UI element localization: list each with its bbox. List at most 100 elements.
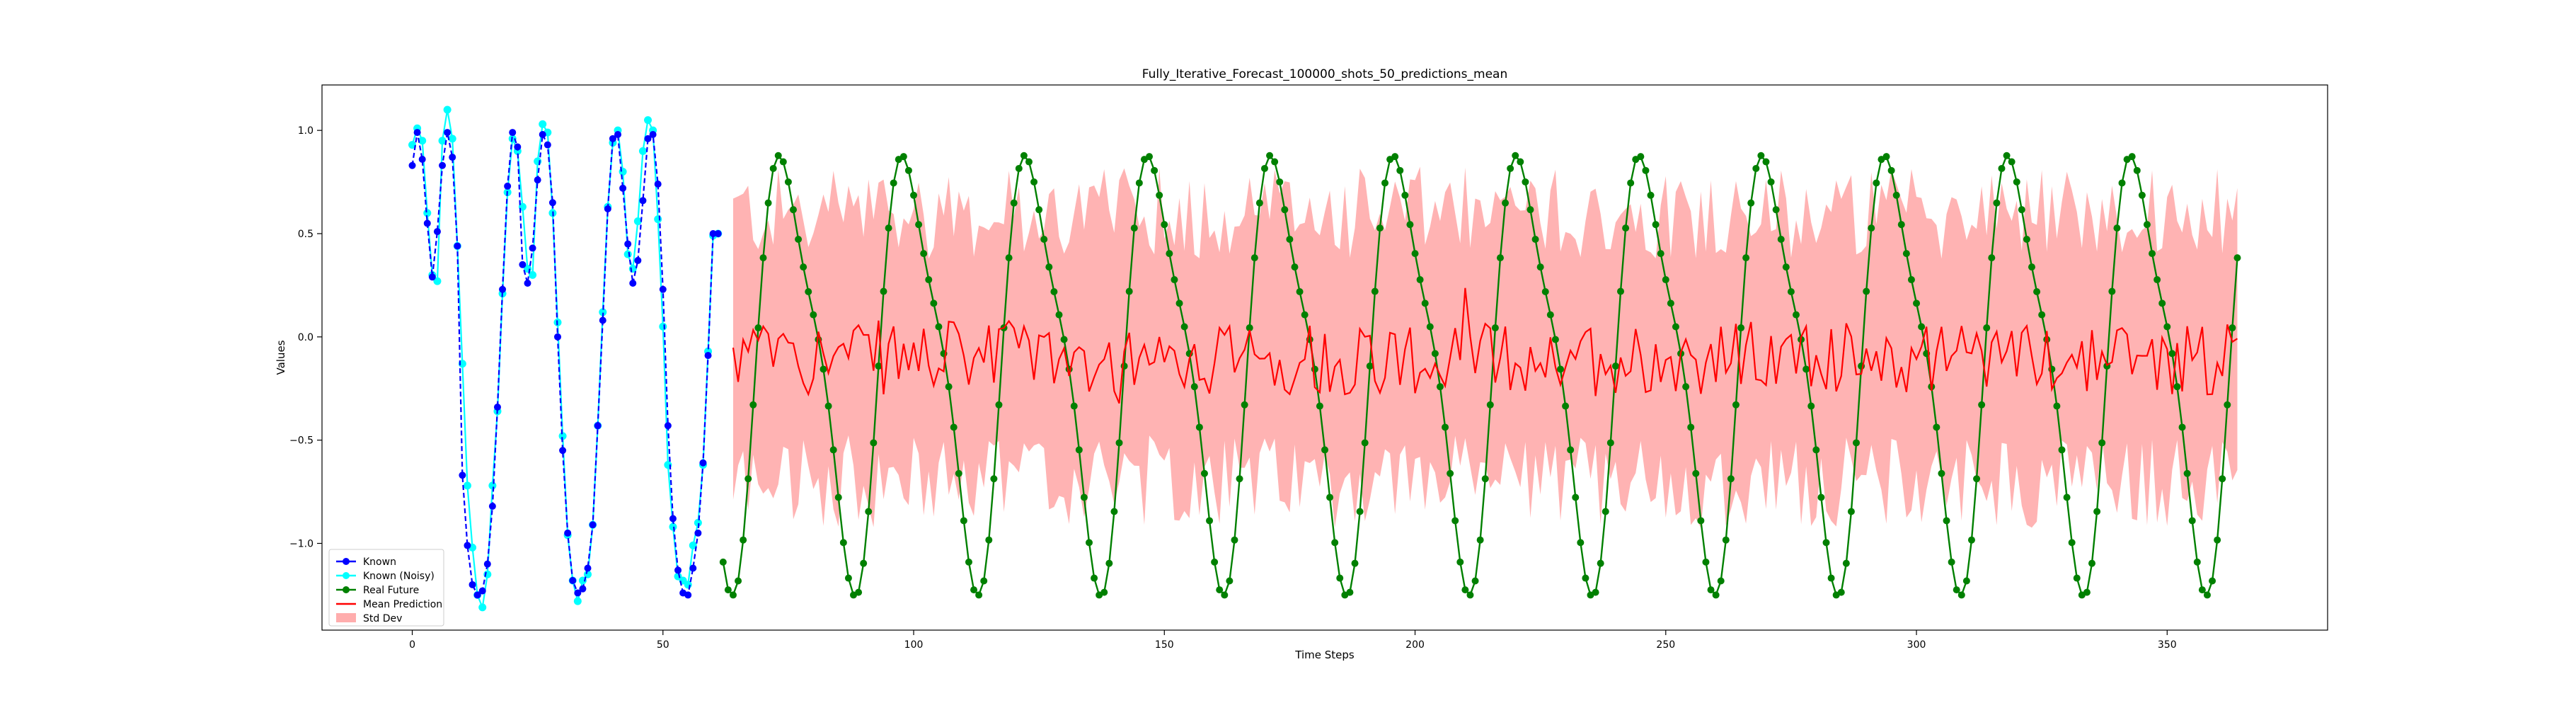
real-future-point	[1767, 178, 1775, 185]
real-future-point	[1707, 586, 1715, 594]
known-point	[604, 205, 611, 212]
real-future-point	[1442, 423, 1449, 431]
known-point	[714, 230, 722, 237]
real-future-point	[1978, 401, 1986, 409]
real-future-point	[1381, 179, 1389, 187]
real-future-point	[1647, 191, 1655, 199]
known-noisy-point	[408, 141, 417, 149]
real-future-point	[2033, 287, 2041, 295]
known-point	[473, 591, 481, 599]
real-future-point	[844, 574, 852, 582]
known-noisy-point	[654, 215, 662, 224]
real-future-point	[899, 153, 907, 161]
known-point	[569, 577, 577, 584]
known-point	[488, 503, 496, 510]
known-noisy-point	[488, 481, 497, 490]
real-future-point	[1517, 158, 1524, 166]
real-future-point	[1195, 423, 1203, 431]
real-future-point	[1110, 508, 1118, 515]
real-future-point	[1030, 178, 1038, 185]
known-noisy-point	[448, 135, 456, 143]
known-point	[559, 447, 567, 455]
real-future-point	[1401, 191, 1409, 199]
real-future-point	[1135, 179, 1143, 187]
real-future-point	[774, 152, 782, 159]
real-future-point	[749, 401, 757, 409]
real-future-point	[1597, 559, 1604, 567]
real-future-point	[1512, 152, 1519, 159]
real-future-point	[2183, 469, 2191, 477]
legend-marker-known	[343, 558, 350, 565]
real-future-point	[795, 236, 803, 244]
real-future-point	[2158, 299, 2166, 307]
real-future-point	[1130, 224, 1138, 232]
real-future-point	[1376, 224, 1384, 232]
real-future-point	[2203, 591, 2211, 599]
real-future-point	[2038, 311, 2046, 319]
known-point	[444, 129, 452, 137]
real-future-point	[910, 191, 918, 199]
real-future-point	[1642, 166, 1650, 174]
real-future-point	[1697, 517, 1705, 525]
real-future-point	[1782, 263, 1790, 271]
real-future-point	[1712, 591, 1720, 599]
known-point	[439, 161, 447, 169]
real-future-point	[1998, 164, 2006, 172]
real-future-point	[2154, 276, 2161, 284]
real-future-point	[2224, 401, 2231, 409]
real-future-point	[2178, 423, 2186, 431]
real-future-point	[1266, 152, 1274, 159]
real-future-point	[2058, 446, 2066, 454]
real-future-point	[1551, 336, 1559, 343]
real-future-point	[1060, 336, 1068, 343]
known-point	[584, 564, 592, 572]
real-future-point	[769, 164, 777, 172]
y-axis-label: Values	[275, 340, 287, 375]
legend-swatch-std	[336, 613, 356, 622]
real-future-point	[1356, 508, 1364, 515]
real-future-point	[1250, 254, 1258, 262]
real-future-point	[1913, 299, 1921, 307]
real-future-point	[2229, 324, 2236, 332]
real-future-point	[1351, 559, 1359, 567]
real-future-point	[1692, 469, 1700, 477]
real-future-point	[2168, 350, 2176, 358]
real-future-point	[2013, 178, 2020, 185]
real-future-point	[1962, 577, 1970, 585]
real-future-point	[865, 508, 873, 515]
known-point	[514, 143, 522, 151]
real-future-point	[1180, 323, 1188, 331]
real-future-point	[764, 199, 772, 207]
real-future-point	[1957, 591, 1965, 599]
real-future-point	[1421, 299, 1429, 307]
real-future-point	[1827, 574, 1835, 582]
known-point	[634, 256, 642, 264]
real-future-point	[1146, 153, 1154, 161]
real-future-point	[1461, 586, 1469, 594]
known-noisy-point	[694, 518, 702, 527]
legend-label-mean: Mean Prediction	[363, 599, 442, 610]
known-point	[594, 422, 602, 430]
real-future-point	[1853, 439, 1861, 447]
known-point	[664, 422, 672, 430]
legend-box	[328, 549, 444, 627]
real-future-point	[759, 254, 767, 262]
real-future-point	[1396, 166, 1404, 174]
known-noisy-point	[644, 116, 652, 125]
real-future-point	[1892, 191, 1900, 199]
known-noisy-point	[418, 137, 427, 145]
real-future-point	[1948, 558, 1955, 566]
known-point	[674, 566, 682, 574]
real-future-point	[1657, 250, 1664, 258]
real-future-point	[1451, 517, 1459, 525]
known-point	[468, 581, 476, 588]
real-future-point	[1757, 152, 1765, 159]
real-future-point	[1496, 254, 1504, 262]
legend-label-std: Std Dev	[363, 613, 402, 624]
real-future-point	[1531, 236, 1539, 244]
real-future-point	[880, 287, 887, 295]
real-future-point	[1577, 539, 1585, 547]
real-future-point	[1296, 287, 1304, 295]
real-future-point	[1226, 577, 1234, 585]
real-future-point	[839, 539, 847, 547]
